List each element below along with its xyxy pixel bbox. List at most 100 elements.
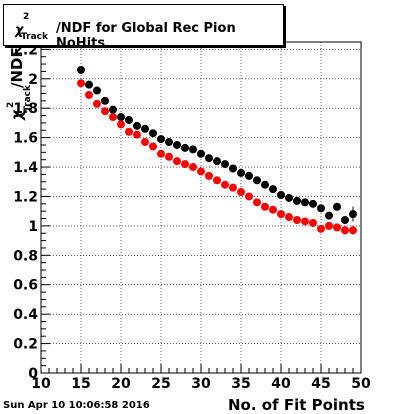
red-series-point <box>269 205 277 214</box>
red-series-point <box>181 160 189 169</box>
red-series-point <box>101 107 109 116</box>
red-series-point <box>133 130 141 139</box>
red-series-point <box>341 226 349 235</box>
y-tick-label: 1.8 <box>13 101 38 117</box>
black-series-point <box>213 157 221 166</box>
black-series-point <box>109 105 117 114</box>
y-tick-label: 2 <box>28 72 38 88</box>
title-superscript: 2 <box>23 12 30 22</box>
x-tick-label: 20 <box>111 376 131 392</box>
black-series-point <box>285 193 293 202</box>
red-series-point <box>221 180 229 189</box>
red-series-point <box>189 163 197 172</box>
red-series-point <box>285 213 293 222</box>
x-tick-label: 10 <box>31 376 51 392</box>
x-tick-label: 50 <box>351 376 371 392</box>
svg-text:χ: χ <box>8 109 26 121</box>
y-tick-label: 1.4 <box>13 160 38 176</box>
red-series-point <box>157 149 165 158</box>
red-series-point <box>165 152 173 161</box>
y-tick-label: 0.4 <box>13 307 38 323</box>
black-series-point <box>253 176 261 185</box>
black-series-point <box>301 198 309 207</box>
red-series-point <box>229 183 237 192</box>
data-marks <box>77 65 357 235</box>
y-tick-label: 0.6 <box>13 278 38 294</box>
red-series-point <box>149 142 157 151</box>
x-tick-label: 40 <box>271 376 291 392</box>
x-tick-label: 15 <box>71 376 90 392</box>
black-series-point <box>173 140 181 149</box>
y-axis-title: χ 2 Track /NDF <box>6 47 33 121</box>
title-text: /NDF for Global Rec Pion NoHits <box>56 21 236 51</box>
red-series-point <box>109 113 117 122</box>
red-series-point <box>261 202 269 211</box>
svg-text:Track: Track <box>23 84 33 112</box>
black-series-point <box>237 168 245 177</box>
black-series-point <box>309 199 317 208</box>
y-tick-label: 0 <box>28 366 38 382</box>
black-series-point <box>117 113 125 122</box>
red-series-point <box>117 120 125 129</box>
black-series-point <box>333 202 341 211</box>
black-series-point <box>205 154 213 163</box>
black-series-point <box>125 115 133 124</box>
red-series-point <box>301 217 309 226</box>
red-series-point <box>237 188 245 197</box>
red-series-point <box>277 210 285 219</box>
black-series-point <box>77 65 85 74</box>
axis-ticks <box>40 41 362 374</box>
red-series-point <box>141 138 149 147</box>
x-tick-label: 35 <box>231 376 250 392</box>
red-series-point <box>213 176 221 185</box>
red-series-point <box>245 192 253 201</box>
black-series-point <box>149 129 157 138</box>
title-chi-symbol: χ <box>15 23 24 38</box>
y-tick-label: 0.2 <box>13 337 38 353</box>
black-series-point <box>349 210 357 219</box>
red-series-point <box>173 157 181 166</box>
black-series-point <box>85 80 93 89</box>
black-series-point <box>181 143 189 152</box>
red-series-point <box>309 218 317 227</box>
red-series-point <box>325 221 333 230</box>
red-series-point <box>205 171 213 180</box>
black-series-point <box>165 138 173 147</box>
x-tick-label: 45 <box>311 376 330 392</box>
x-axis-title: No. of Fit Points <box>228 396 365 414</box>
black-series-point <box>197 149 205 158</box>
black-series-point <box>229 164 237 173</box>
svg-text:2: 2 <box>6 102 16 108</box>
red-series-point <box>293 216 301 225</box>
black-series-point <box>221 160 229 169</box>
black-series-point <box>133 121 141 130</box>
title-subscript: Track <box>21 32 48 42</box>
black-series-point <box>277 190 285 199</box>
timestamp-label: Sun Apr 10 10:06:58 2016 <box>3 400 150 411</box>
red-series-point <box>85 90 93 99</box>
y-tick-label: 1 <box>28 219 38 235</box>
y-tick-label: 1.2 <box>13 189 38 205</box>
x-tick-label: 30 <box>191 376 211 392</box>
red-series-point <box>349 226 357 235</box>
black-series-point <box>93 86 101 95</box>
black-series-point <box>245 171 253 180</box>
black-series-point <box>341 216 349 225</box>
black-series-point <box>293 196 301 205</box>
black-series-point <box>189 145 197 154</box>
red-series-point <box>93 99 101 108</box>
tick-labels: 10 15 20 25 30 35 40 45 50 0 0.2 0.4 0.6 0.8 1 1.2 1.4 1.… <box>13 42 371 392</box>
black-series-point <box>269 185 277 194</box>
red-series-point <box>125 127 133 136</box>
x-tick-label: 25 <box>151 376 170 392</box>
red-series-point <box>333 223 341 232</box>
red-series-point <box>197 167 205 176</box>
red-series-point <box>317 224 325 233</box>
chart-title: χ 2 Track /NDF for Global Rec Pion NoHit… <box>3 4 284 51</box>
y-tick-label: 0.8 <box>13 248 38 264</box>
black-series-point <box>325 211 333 220</box>
y-tick-label: 1.6 <box>13 131 38 147</box>
red-series-point <box>253 198 261 207</box>
black-series-point <box>157 135 165 144</box>
